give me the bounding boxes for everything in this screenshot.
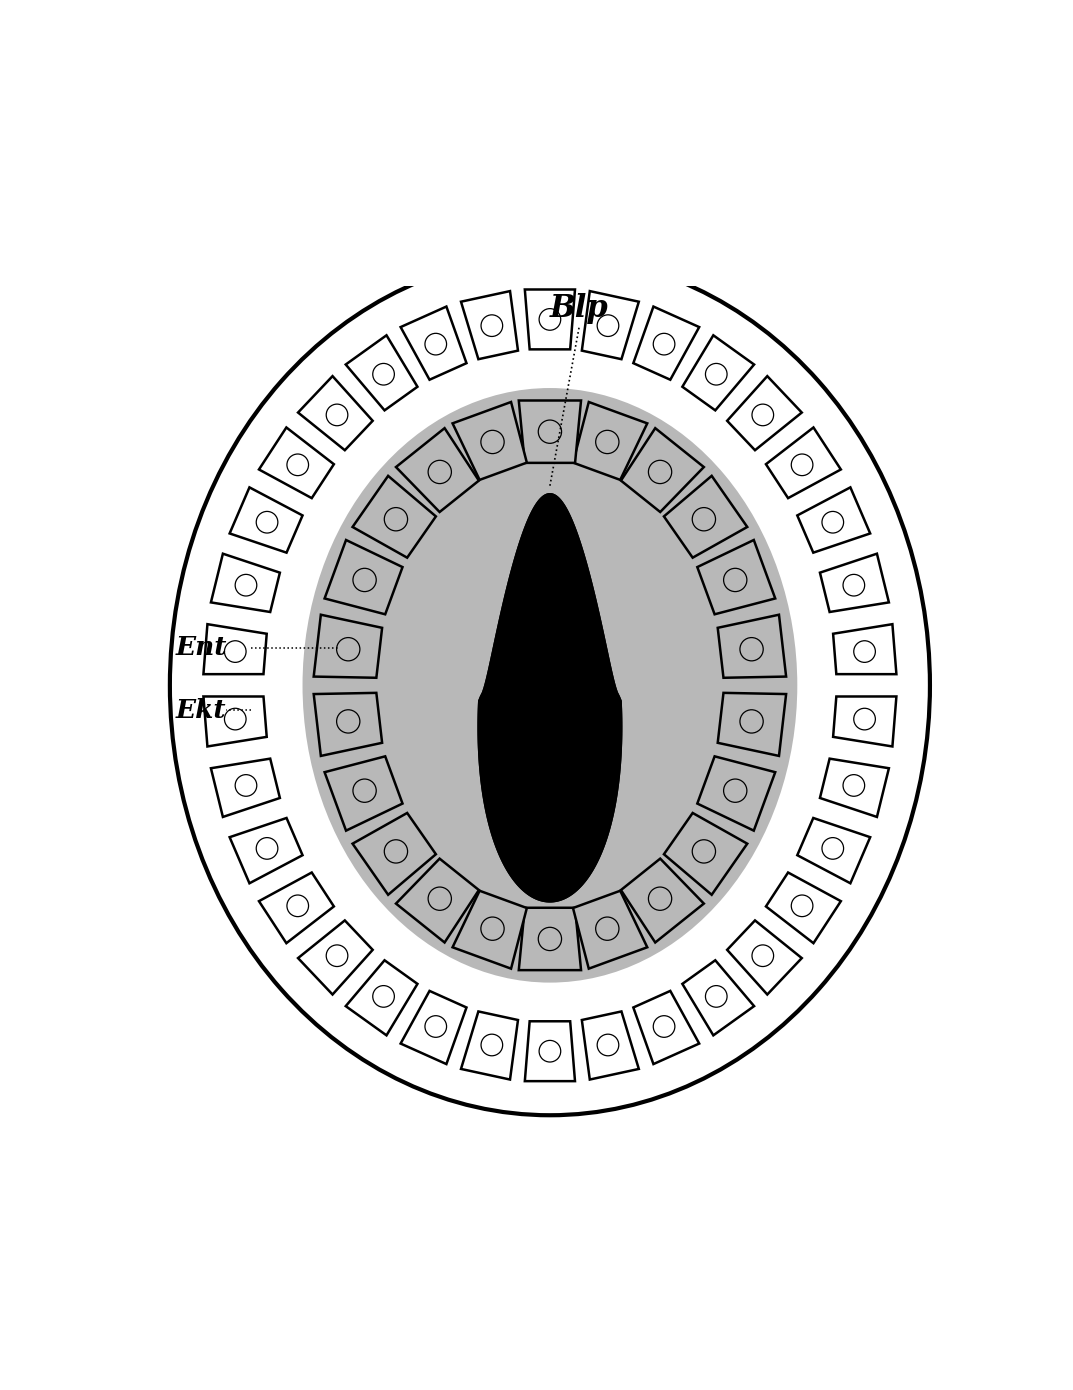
Polygon shape [479,493,621,902]
Polygon shape [325,756,402,831]
Polygon shape [479,493,621,902]
Polygon shape [298,377,372,450]
Polygon shape [697,539,775,614]
Polygon shape [727,920,802,994]
Polygon shape [396,428,479,512]
Polygon shape [461,1012,518,1080]
Polygon shape [582,1012,638,1080]
Polygon shape [718,614,787,678]
Polygon shape [621,428,704,512]
Polygon shape [230,817,303,883]
Polygon shape [833,696,896,746]
Polygon shape [633,307,700,379]
Polygon shape [682,335,754,410]
Polygon shape [633,991,700,1065]
Text: Blp: Blp [549,292,608,324]
Polygon shape [797,817,870,883]
Polygon shape [664,813,747,895]
Ellipse shape [303,388,797,983]
Polygon shape [621,859,704,942]
Polygon shape [518,908,582,970]
Polygon shape [346,960,417,1036]
Polygon shape [400,307,467,379]
Polygon shape [797,488,870,553]
Polygon shape [353,475,436,557]
Polygon shape [353,813,436,895]
Polygon shape [518,400,582,463]
Polygon shape [573,402,647,480]
Polygon shape [313,614,382,678]
Polygon shape [211,759,280,817]
Text: Image ID: RDFY6N
www.alamy.com: Image ID: RDFY6N www.alamy.com [905,1334,1019,1362]
Polygon shape [396,859,479,942]
Polygon shape [346,335,417,410]
Polygon shape [727,377,802,450]
Polygon shape [298,920,372,994]
Polygon shape [230,488,303,553]
Polygon shape [211,553,280,612]
Polygon shape [325,539,402,614]
Polygon shape [766,428,841,498]
Polygon shape [573,891,647,969]
Polygon shape [582,291,638,359]
Polygon shape [453,891,527,969]
Polygon shape [453,402,527,480]
Polygon shape [664,475,747,557]
Polygon shape [682,960,754,1036]
Polygon shape [820,553,888,612]
Text: Ent: Ent [176,635,227,660]
Polygon shape [259,873,334,944]
Polygon shape [400,991,467,1065]
Polygon shape [259,428,334,498]
Polygon shape [766,873,841,944]
Text: alamy: alamy [54,1334,148,1362]
Polygon shape [204,624,267,674]
Polygon shape [697,756,775,831]
Polygon shape [820,759,888,817]
Polygon shape [525,1022,575,1081]
Polygon shape [204,696,267,746]
Polygon shape [313,692,382,756]
Ellipse shape [174,260,926,1111]
Polygon shape [718,692,787,756]
Polygon shape [525,289,575,349]
Polygon shape [461,291,518,359]
Polygon shape [833,624,896,674]
Text: Ekt: Ekt [176,698,226,723]
